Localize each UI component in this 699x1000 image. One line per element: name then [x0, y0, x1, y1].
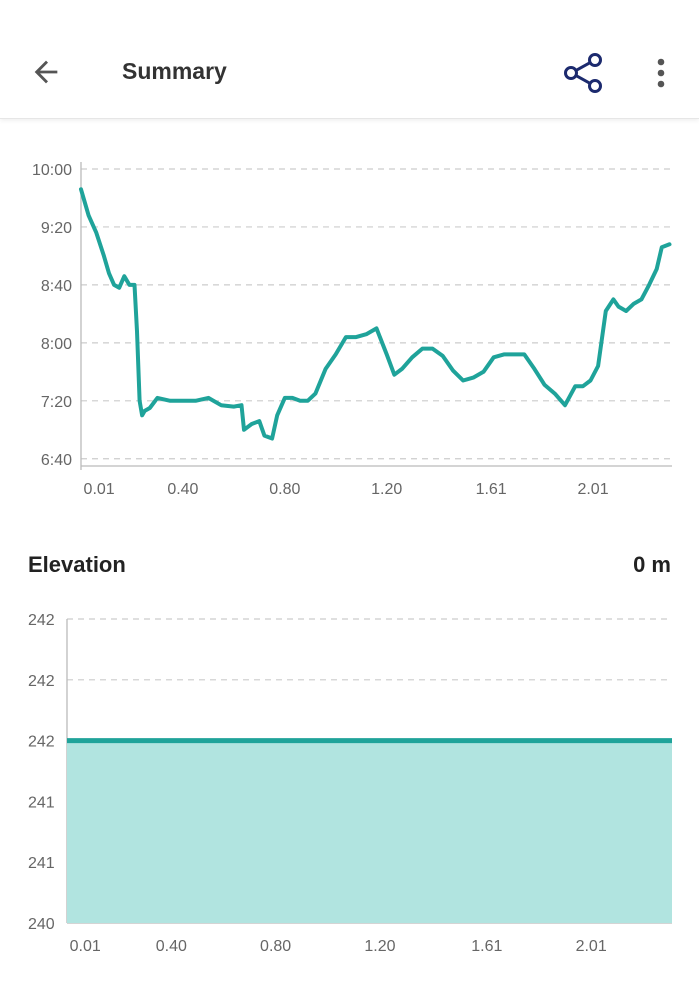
elevation-header: Elevation 0 m [0, 548, 699, 584]
elevation-title: Elevation [28, 552, 126, 577]
y-tick-label: 8:00 [41, 336, 72, 353]
share-button[interactable] [558, 48, 608, 98]
y-tick-label: 240 [28, 916, 55, 933]
y-tick-label: 7:20 [41, 394, 72, 411]
x-tick-label: 0.40 [156, 938, 187, 955]
elevation-area [67, 740, 672, 923]
x-tick-label: 1.20 [371, 481, 402, 498]
x-tick-label: 1.20 [364, 938, 395, 955]
x-tick-label: 0.40 [167, 481, 198, 498]
arrow-left-icon [34, 60, 58, 84]
elevation-value: 0 m [633, 552, 671, 577]
x-tick-label: 0.01 [84, 481, 115, 498]
x-tick-label: 0.80 [269, 481, 300, 498]
y-tick-label: 242 [28, 673, 55, 690]
y-tick-label: 241 [28, 794, 55, 811]
x-tick-label: 1.61 [471, 938, 502, 955]
y-tick-label: 9:20 [41, 220, 72, 237]
pace-line [79, 187, 672, 441]
back-button[interactable] [22, 48, 70, 96]
more-options-button[interactable] [640, 48, 682, 98]
y-tick-label: 6:40 [41, 452, 72, 469]
share-icon [564, 53, 602, 93]
x-tick-label: 1.61 [476, 481, 507, 498]
x-tick-label: 2.01 [577, 481, 608, 498]
y-tick-label: 242 [28, 612, 55, 629]
elevation-chart: 242 242 242 241 241 240 0.01 0.40 0.80 1.20 1.61 2.… [28, 612, 672, 955]
y-tick-label: 241 [28, 855, 55, 872]
y-tick-label: 8:40 [41, 278, 72, 295]
more-vertical-icon [657, 58, 665, 88]
page-title: Summary [122, 58, 227, 84]
y-tick-label: 242 [28, 734, 55, 751]
x-tick-label: 2.01 [576, 938, 607, 955]
y-tick-label: 10:00 [32, 162, 72, 179]
x-tick-label: 0.80 [260, 938, 291, 955]
pace-chart: 10:00 9:20 8:40 8:00 7:20 6:40 0.01 0.40 0.80 1.2… [32, 162, 672, 498]
top-app-bar: Summary [0, 0, 699, 119]
x-tick-label: 0.01 [70, 938, 101, 955]
